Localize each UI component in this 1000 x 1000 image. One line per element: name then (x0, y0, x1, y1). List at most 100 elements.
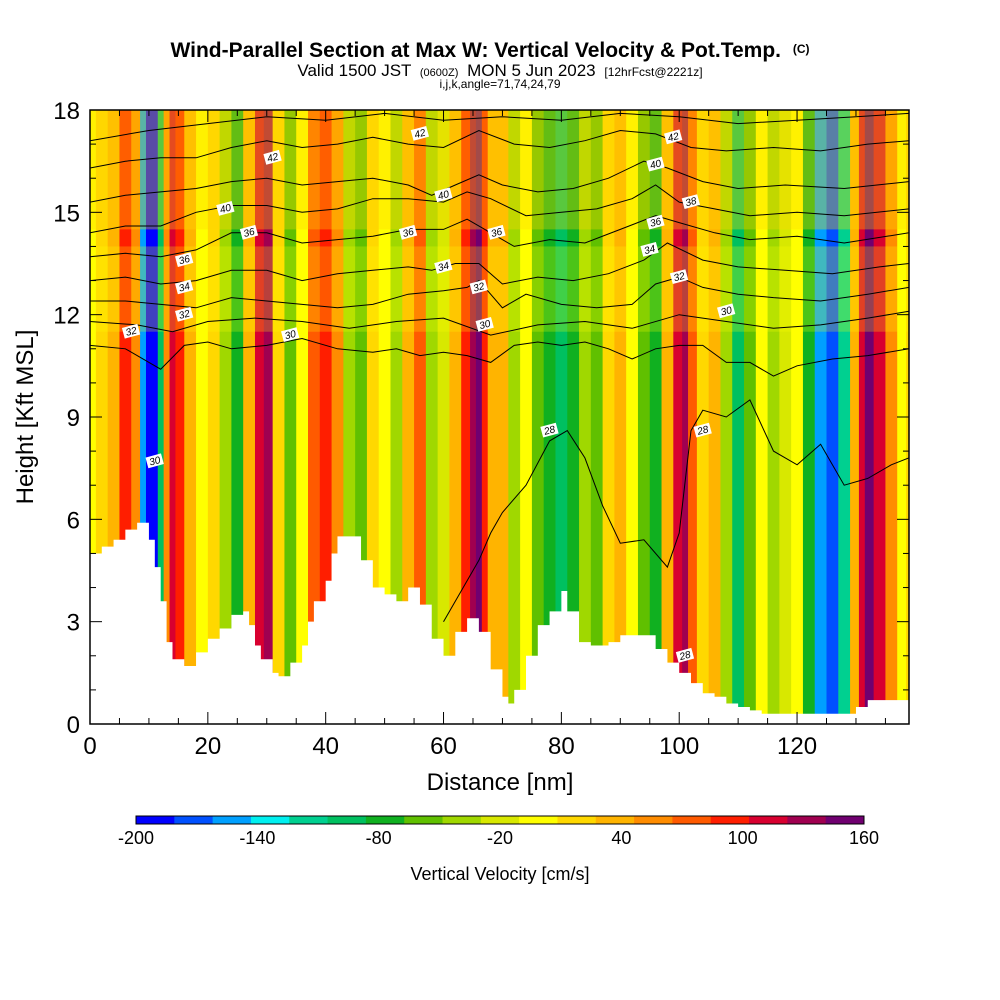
w-column (567, 110, 580, 724)
theta-contour-label-text: 32 (125, 325, 139, 339)
w-column (151, 110, 159, 724)
theta-contour-30 (90, 337, 909, 377)
w-column (140, 110, 147, 724)
w-column (637, 110, 651, 724)
theta-contour-label-text: 40 (437, 189, 451, 203)
w-column (461, 110, 471, 724)
colorbar-swatch (480, 816, 520, 824)
theta-contour-label-bg (475, 317, 494, 332)
w-column (696, 110, 710, 724)
theta-contour-label-bg (540, 422, 559, 438)
colorbar-swatch (289, 816, 329, 824)
w-column (614, 110, 627, 724)
w-column (169, 110, 177, 724)
w-column (590, 110, 604, 724)
y-tick-label: 18 (53, 98, 80, 125)
theta-contour-label-text: 28 (542, 424, 557, 438)
w-column (579, 110, 592, 724)
theta-contour-label: 36 (646, 214, 665, 230)
theta-contour-label-text: 32 (673, 271, 687, 285)
w-band (90, 110, 909, 230)
chart-subtitle-utc: (0600Z) (420, 67, 459, 79)
theta-contour-label-bg (681, 194, 701, 210)
theta-contour-label-bg (175, 279, 194, 295)
w-column (649, 110, 663, 724)
colorbar-swatch (825, 816, 865, 824)
theta-contour-label-bg (281, 327, 300, 343)
w-column (284, 110, 297, 724)
w-band (90, 246, 909, 332)
theta-contour-label-text: 42 (266, 151, 280, 165)
theta-contour-label-bg (669, 269, 689, 285)
theta-contour-label-bg (487, 224, 506, 240)
terrain-fill (90, 522, 909, 724)
theta-contour-label-bg (263, 149, 282, 165)
theta-contour-label: 32 (669, 269, 689, 285)
w-column (744, 110, 757, 724)
theta-contour-label-bg (693, 422, 712, 438)
colorbar-tick-label: 160 (849, 828, 879, 848)
x-tick-label: 60 (430, 733, 457, 760)
theta-contour-label: 40 (434, 187, 453, 203)
w-column (219, 110, 233, 724)
theta-contour-label-text: 32 (178, 308, 192, 322)
theta-contour-label-text: 36 (649, 216, 663, 230)
colorbar-swatch (710, 816, 750, 824)
w-column (481, 110, 489, 724)
theta-contour-label-text: 34 (643, 244, 657, 258)
theta-contour-unlabeled (90, 112, 909, 142)
theta-contour-label: 28 (675, 647, 695, 663)
chart-subtitle-date: MON 5 Jun 2023 (467, 61, 596, 80)
terrain-mask (90, 522, 909, 724)
theta-contour-label: 34 (434, 259, 453, 275)
theta-contour-label: 36 (487, 224, 506, 240)
w-column (145, 110, 153, 724)
chart-title: Wind-Parallel Section at Max W: Vertical… (170, 39, 809, 62)
colorbar-tick-label: 40 (611, 828, 631, 848)
theta-contour-label-text: 30 (148, 455, 162, 469)
y-tick-label: 9 (67, 405, 80, 432)
w-column (378, 110, 392, 724)
colorbar-tick-label: -80 (366, 828, 392, 848)
y-tick-label: 12 (53, 303, 80, 330)
theta-contour-label: 42 (410, 126, 430, 141)
y-tick-label: 3 (67, 610, 80, 637)
colorbar-swatch (365, 816, 405, 824)
w-column (838, 110, 851, 724)
chart-subtitle-valid: Valid 1500 JST (297, 61, 411, 80)
x-tick-label: 80 (548, 733, 575, 760)
w-column (873, 110, 887, 724)
y-axis-label: Height [Kft MSL] (12, 330, 39, 505)
theta-contour-label-text: 36 (402, 226, 416, 240)
theta-contour-label-bg (640, 242, 659, 257)
theta-contour-32 (90, 276, 909, 309)
w-column (555, 110, 568, 724)
theta-contour-label-bg (469, 279, 488, 295)
theta-contour-34 (90, 242, 909, 285)
theta-contour-unlabeled (90, 310, 909, 336)
w-column (207, 110, 221, 724)
theta-contour-label: 30 (717, 303, 736, 319)
theta-contour-label-text: 34 (437, 261, 451, 275)
w-column (850, 110, 860, 724)
w-column (531, 110, 545, 724)
colorbar-label: Vertical Velocity [cm/s] (410, 864, 589, 884)
plot-area: 28 28 28 30 30 30 30 32 32 32 32 34 34 34 36 36 36 36 36 38… (90, 110, 909, 724)
w-column (196, 110, 209, 724)
theta-contour-label-text: 28 (695, 424, 710, 438)
colorbar-swatch (174, 816, 214, 824)
w-column (864, 110, 875, 724)
theta-contour-label-bg (175, 306, 194, 322)
colorbar-swatch (442, 816, 482, 824)
theta-contour-label: 30 (281, 327, 300, 343)
w-column (779, 110, 792, 724)
colorbar-swatch (136, 816, 175, 824)
w-column (414, 110, 427, 724)
w-column (231, 110, 244, 724)
w-column (682, 110, 689, 724)
w-column (814, 110, 828, 724)
theta-contour-label: 42 (263, 149, 282, 165)
theta-contour-label: 40 (216, 201, 235, 216)
w-column (487, 110, 498, 724)
